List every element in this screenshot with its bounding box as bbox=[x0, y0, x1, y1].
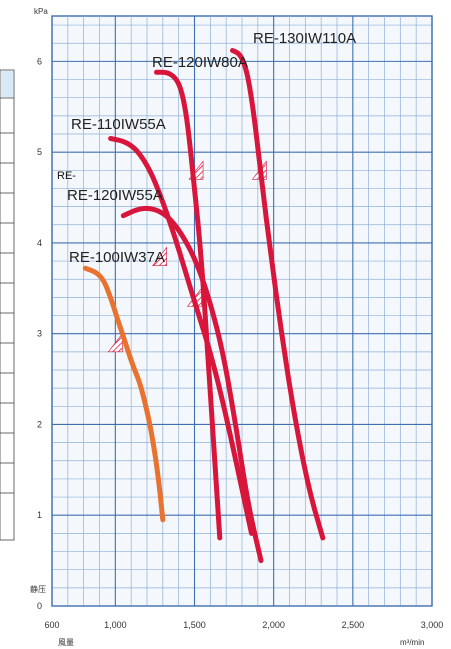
label-re-prefix: RE- bbox=[57, 170, 76, 182]
table-fragment bbox=[0, 69, 15, 541]
y-axis-unit: kPa bbox=[34, 7, 48, 16]
label-re-120iw80a: RE-120IW80A bbox=[152, 54, 248, 71]
hatch-marker bbox=[107, 332, 123, 353]
x-axis-unit: m³/min bbox=[400, 638, 424, 647]
y-tick-labels: 0 1 2 3 4 5 6 bbox=[37, 56, 42, 611]
table-highlight-cell bbox=[1, 71, 13, 97]
series-line-re-120iw55a bbox=[120, 205, 264, 564]
series-line-re-110iw55a bbox=[108, 136, 254, 536]
series-line-re-120iw80a bbox=[154, 69, 223, 541]
x-tick-label: 2,500 bbox=[342, 620, 365, 630]
x-tick-label: 600 bbox=[44, 620, 59, 630]
series-line-re-100iw37a bbox=[82, 265, 166, 523]
y-tick-label: 0 bbox=[37, 601, 42, 611]
x-tick-labels: 600 1,000 1,500 2,000 2,500 3,000 bbox=[44, 620, 443, 630]
label-re-100iw37a: RE-100IW37A bbox=[69, 249, 165, 266]
hatch-marker bbox=[152, 246, 167, 266]
x-tick-label: 1,000 bbox=[104, 620, 127, 630]
series-line-re-130iw110a bbox=[230, 48, 326, 541]
series-lines bbox=[82, 48, 326, 564]
y-tick-label: 1 bbox=[37, 510, 42, 520]
y-axis-title: 静压 bbox=[30, 584, 46, 594]
x-tick-label: 3,000 bbox=[421, 620, 444, 630]
x-axis-title: 風量 bbox=[58, 638, 74, 647]
y-tick-label: 6 bbox=[37, 56, 42, 66]
x-tick-label: 1,500 bbox=[183, 620, 206, 630]
label-re-120iw55a: RE-120IW55A bbox=[67, 187, 163, 204]
y-tick-label: 3 bbox=[37, 329, 42, 339]
label-re-110iw55a: RE-110IW55A bbox=[71, 116, 166, 133]
label-re-130iw110a: RE-130IW110A bbox=[253, 30, 356, 47]
y-tick-label: 2 bbox=[37, 419, 42, 429]
y-tick-label: 4 bbox=[37, 238, 42, 248]
minor-grid bbox=[51, 15, 433, 607]
series-labels: RE-130IW110A RE-120IW80A RE-110IW55A RE-… bbox=[57, 30, 356, 266]
x-tick-label: 2,000 bbox=[262, 620, 285, 630]
y-tick-label: 5 bbox=[37, 147, 42, 157]
